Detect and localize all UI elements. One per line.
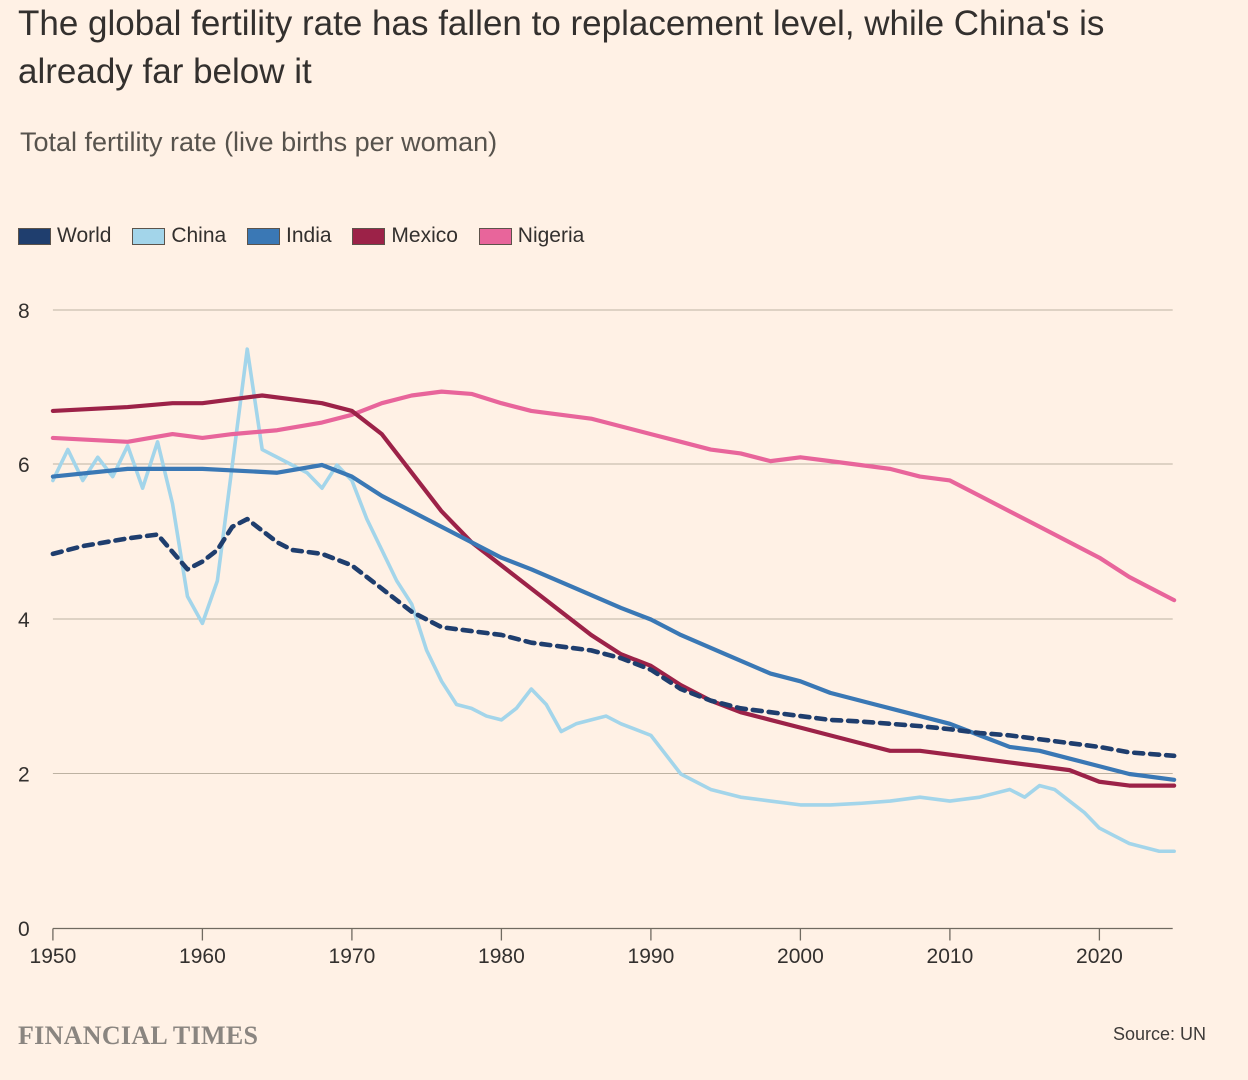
- svg-text:4: 4: [18, 609, 30, 632]
- svg-text:2: 2: [18, 764, 30, 787]
- svg-text:2000: 2000: [777, 945, 824, 968]
- svg-text:2010: 2010: [927, 945, 974, 968]
- svg-text:6: 6: [18, 454, 30, 477]
- svg-text:8: 8: [18, 300, 30, 323]
- svg-text:0: 0: [18, 918, 30, 941]
- svg-text:2020: 2020: [1076, 945, 1123, 968]
- svg-text:1980: 1980: [478, 945, 525, 968]
- svg-text:1950: 1950: [30, 945, 77, 968]
- svg-text:1960: 1960: [179, 945, 226, 968]
- svg-text:1970: 1970: [329, 945, 376, 968]
- svg-text:1990: 1990: [628, 945, 675, 968]
